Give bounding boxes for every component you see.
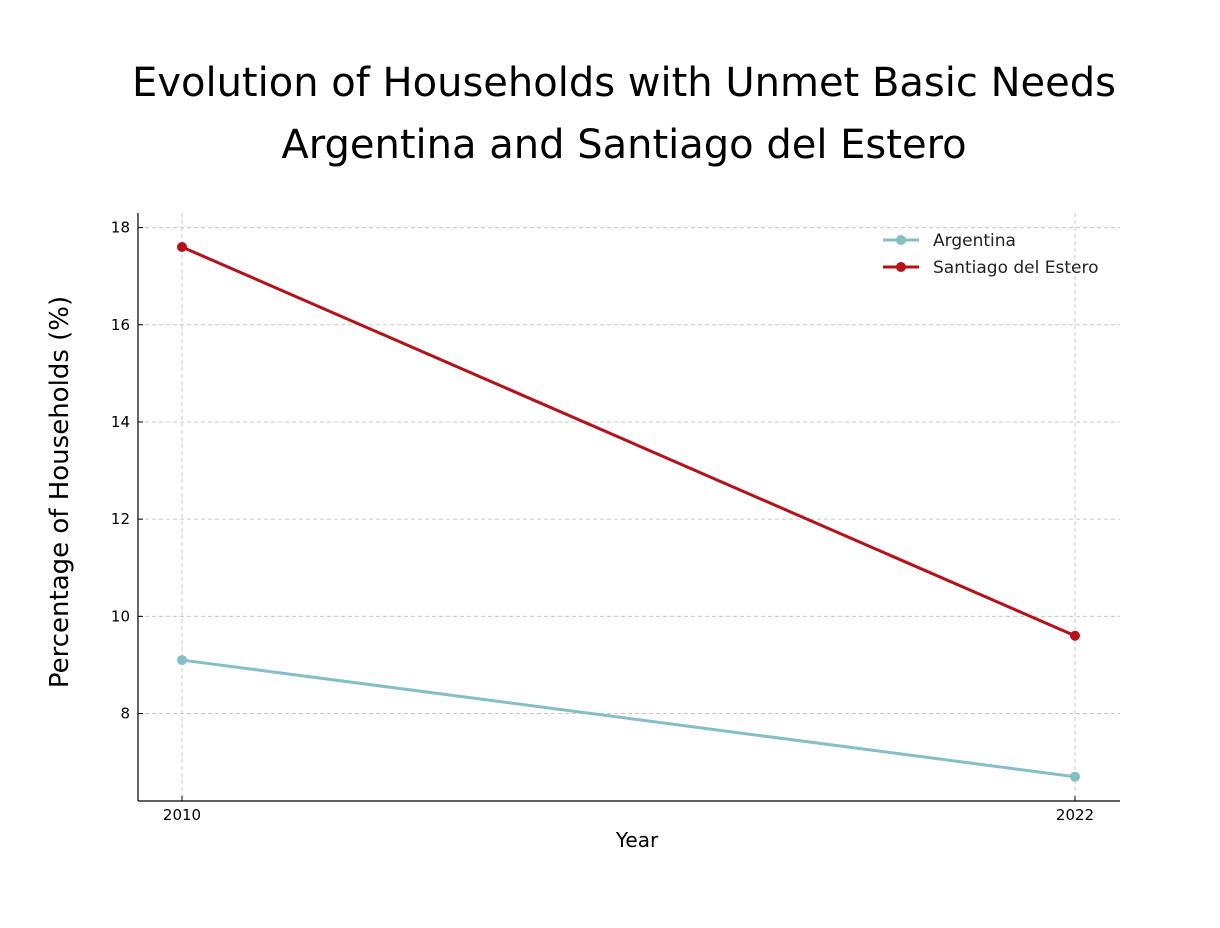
data-point <box>1070 771 1080 782</box>
grid <box>138 213 1120 801</box>
series-line <box>181 658 1076 779</box>
legend-marker <box>896 235 906 245</box>
data-point <box>1070 630 1080 641</box>
series-lines <box>177 242 1080 782</box>
x-tick-label: 2010 <box>163 806 201 824</box>
y-tick-label: 16 <box>111 316 130 334</box>
x-tick-label: 2022 <box>1056 806 1094 824</box>
y-tick-label: 10 <box>111 607 130 625</box>
x-axis-label: Year <box>615 828 659 852</box>
y-tick-label: 8 <box>120 705 130 723</box>
legend-label: Argentina <box>933 231 1016 251</box>
y-axis-label: Percentage of Households (%) <box>45 296 75 688</box>
y-tick-label: 12 <box>111 510 130 528</box>
chart-title: Evolution of Households with Unmet Basic… <box>132 60 1116 106</box>
legend: Argentina Santiago del Estero <box>883 231 1099 278</box>
data-point <box>177 242 187 253</box>
y-tick-label: 18 <box>111 219 130 237</box>
data-point <box>177 655 187 666</box>
series-line <box>181 245 1076 638</box>
legend-marker <box>896 262 906 272</box>
chart-subtitle: Argentina and Santiago del Estero <box>281 122 966 168</box>
legend-label: Santiago del Estero <box>933 258 1099 278</box>
y-tick-label: 14 <box>111 413 130 431</box>
axes: 8 10 12 14 16 18 2010 2022 <box>111 213 1120 824</box>
